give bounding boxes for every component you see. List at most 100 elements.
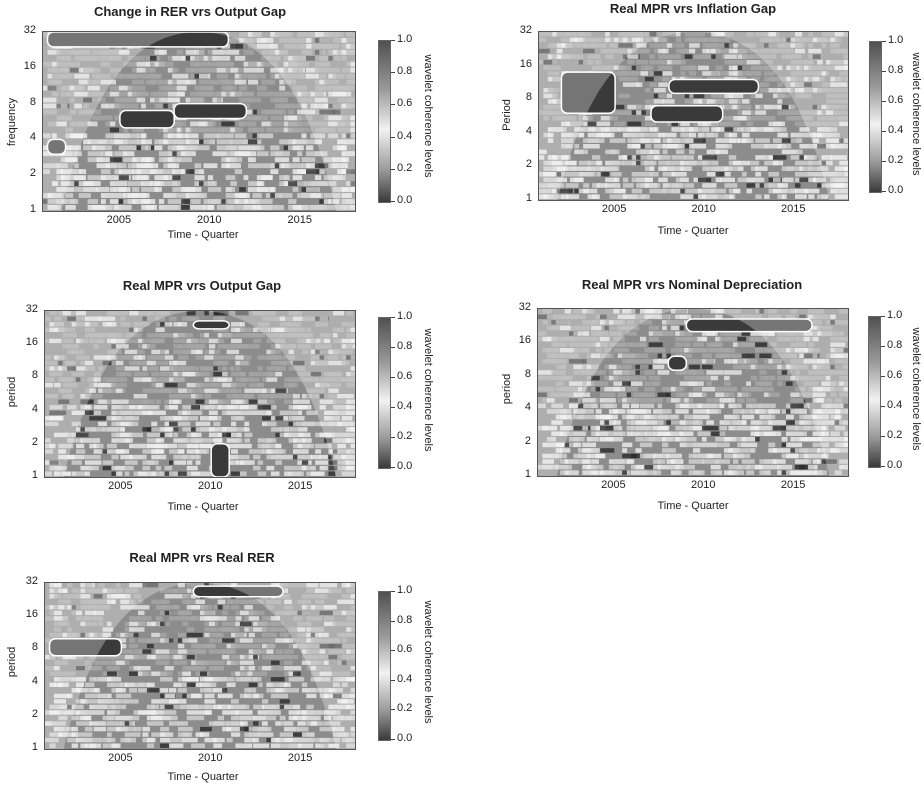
heatmap-cell — [151, 421, 158, 427]
heatmap-cell — [163, 181, 178, 186]
heatmap-cell — [310, 649, 322, 654]
heatmap-cell — [719, 348, 732, 353]
heatmap-cell — [586, 309, 595, 314]
heatmap-cell — [786, 177, 793, 183]
heatmap-cell — [608, 331, 620, 336]
heatmap-cell — [350, 127, 355, 133]
heatmap-cell — [195, 382, 204, 388]
heatmap-cell — [808, 348, 821, 353]
cone-of-influence — [538, 309, 848, 476]
heatmap-cell — [834, 177, 848, 183]
colorbar-tick-label: 0.2 — [888, 154, 904, 166]
heatmap-cell — [129, 666, 134, 671]
heatmap-cell — [146, 410, 153, 415]
heatmap-cell — [697, 375, 712, 381]
heatmap-cell — [288, 627, 295, 632]
heatmap-cell — [274, 97, 284, 103]
heatmap-cell — [346, 649, 355, 654]
heatmap-cell — [297, 344, 311, 349]
heatmap-cell — [768, 65, 779, 71]
heatmap-cell — [138, 327, 144, 332]
heatmap-cell — [270, 394, 288, 399]
heatmap-cell — [71, 677, 77, 682]
heatmap-cell — [204, 366, 220, 371]
heatmap-cell — [591, 386, 598, 392]
heatmap-cell — [341, 682, 348, 687]
heatmap-cell — [746, 336, 754, 342]
heatmap-cell — [337, 465, 354, 471]
heatmap-cell — [182, 610, 193, 616]
heatmap-cell — [324, 721, 329, 726]
heatmap-cell — [834, 331, 844, 336]
heatmap-cell — [653, 459, 661, 464]
heatmap-cell — [124, 410, 139, 415]
heatmap-cell — [843, 99, 848, 104]
heatmap-cell — [586, 353, 594, 358]
heatmap-cell — [194, 61, 210, 67]
colorbar-tick-mark — [391, 591, 395, 592]
heatmap-cell — [649, 183, 661, 188]
heatmap-cell — [256, 43, 274, 49]
heatmap-cell — [306, 67, 319, 73]
heatmap-cell — [213, 421, 221, 427]
heatmap-cell — [234, 91, 248, 97]
heatmap-cell — [93, 599, 111, 604]
heatmap-cell — [114, 55, 122, 61]
heatmap-cell — [115, 715, 133, 721]
heatmap-cell — [257, 355, 263, 360]
y-tick-label: 2 — [31, 435, 38, 448]
heatmap-cell — [158, 151, 174, 157]
heatmap-cell — [107, 443, 117, 449]
heatmap-cell — [843, 431, 848, 436]
heatmap-cell — [279, 344, 295, 349]
heatmap-cell — [124, 660, 130, 665]
heatmap-cell — [324, 710, 336, 715]
heatmap-cell — [750, 43, 756, 48]
heatmap-cell — [636, 60, 649, 65]
heatmap-cell — [279, 333, 294, 338]
heatmap-cell — [248, 449, 265, 454]
heatmap-cell — [328, 471, 336, 476]
heatmap-cell — [561, 194, 569, 199]
heatmap-cell — [662, 183, 670, 188]
heatmap-cell — [155, 316, 165, 321]
heatmap-cell — [76, 443, 85, 449]
heatmap-cell — [194, 163, 202, 169]
heatmap-cell — [350, 205, 355, 210]
heatmap-cell — [120, 599, 133, 604]
heatmap-cell — [173, 654, 184, 660]
heatmap-cell — [76, 316, 87, 321]
heatmap-cell — [67, 737, 78, 743]
heatmap-cell — [715, 336, 722, 342]
heatmap-cell — [284, 721, 294, 726]
heatmap-cell — [98, 721, 107, 726]
heatmap-cell — [231, 605, 240, 610]
heatmap-cell — [53, 699, 66, 704]
heatmap-cell — [768, 183, 784, 188]
heatmap-cell — [222, 443, 236, 449]
heatmap-cell — [222, 688, 228, 693]
heatmap-cell — [830, 155, 847, 160]
heatmap-cell — [93, 405, 108, 410]
heatmap-cell — [288, 710, 300, 715]
heatmap-cell — [297, 726, 309, 732]
heatmap-cell — [724, 420, 740, 425]
heatmap-cell — [49, 394, 58, 399]
heatmap-cell — [605, 183, 621, 188]
heatmap-cell — [825, 110, 834, 115]
heatmap-cell — [124, 699, 139, 704]
heatmap-cell — [266, 410, 271, 415]
heatmap-cell — [750, 331, 766, 336]
heatmap-cell — [98, 621, 104, 627]
heatmap-cell — [560, 364, 566, 370]
heatmap-cell — [701, 353, 712, 358]
heatmap-cell — [546, 392, 557, 397]
heatmap-cell — [164, 693, 175, 699]
heatmap-cell — [843, 309, 848, 314]
heatmap-cell — [803, 82, 812, 87]
heatmap-cell — [239, 693, 246, 699]
heatmap-cell — [124, 721, 133, 726]
heatmap-cell — [609, 127, 617, 132]
heatmap-cell — [204, 688, 212, 693]
heatmap-cell — [346, 355, 355, 360]
